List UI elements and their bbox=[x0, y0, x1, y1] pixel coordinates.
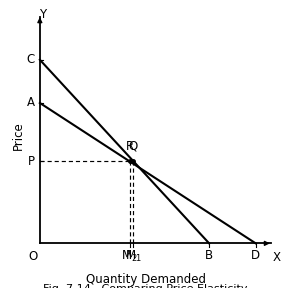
Text: Price: Price bbox=[12, 121, 25, 150]
Text: Q: Q bbox=[129, 140, 138, 153]
Text: B: B bbox=[205, 249, 213, 262]
Text: Fig. 7.14.  Comparing Price Elasticity
of Two Parallel  Demand Curves: Fig. 7.14. Comparing Price Elasticity of… bbox=[43, 284, 248, 288]
Text: X: X bbox=[273, 251, 281, 264]
Text: D: D bbox=[251, 249, 260, 262]
Text: A: A bbox=[27, 96, 35, 109]
Text: Quantity Demanded: Quantity Demanded bbox=[86, 272, 206, 285]
Text: M$_2$: M$_2$ bbox=[121, 249, 138, 264]
Text: O: O bbox=[29, 250, 38, 263]
Text: R: R bbox=[125, 140, 134, 153]
Text: Y: Y bbox=[40, 8, 47, 21]
Text: P: P bbox=[27, 155, 35, 168]
Text: M$_1$: M$_1$ bbox=[125, 249, 142, 264]
Text: C: C bbox=[26, 53, 35, 66]
